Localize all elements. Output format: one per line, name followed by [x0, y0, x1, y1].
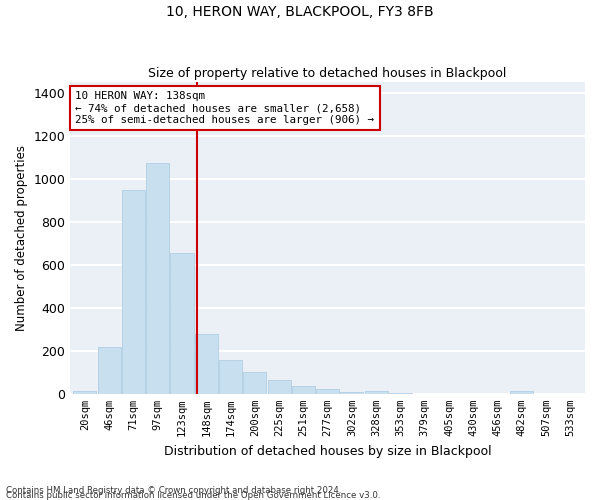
Bar — [316, 389, 339, 394]
Y-axis label: Number of detached properties: Number of detached properties — [15, 145, 28, 331]
Bar — [146, 162, 169, 394]
Bar — [268, 380, 290, 394]
Title: Size of property relative to detached houses in Blackpool: Size of property relative to detached ho… — [148, 66, 507, 80]
Bar — [365, 391, 388, 394]
Bar — [340, 392, 364, 394]
Text: Contains HM Land Registry data © Crown copyright and database right 2024.: Contains HM Land Registry data © Crown c… — [6, 486, 341, 495]
Bar — [122, 190, 145, 394]
Bar — [195, 334, 218, 394]
X-axis label: Distribution of detached houses by size in Blackpool: Distribution of detached houses by size … — [164, 444, 491, 458]
Bar — [219, 360, 242, 394]
Bar — [389, 392, 412, 394]
Bar — [170, 253, 194, 394]
Text: 10, HERON WAY, BLACKPOOL, FY3 8FB: 10, HERON WAY, BLACKPOOL, FY3 8FB — [166, 5, 434, 19]
Bar — [73, 390, 97, 394]
Bar — [292, 386, 315, 394]
Bar — [243, 372, 266, 394]
Bar — [98, 346, 121, 394]
Bar — [511, 391, 533, 394]
Text: Contains public sector information licensed under the Open Government Licence v3: Contains public sector information licen… — [6, 491, 380, 500]
Text: 10 HERON WAY: 138sqm
← 74% of detached houses are smaller (2,658)
25% of semi-de: 10 HERON WAY: 138sqm ← 74% of detached h… — [76, 92, 374, 124]
